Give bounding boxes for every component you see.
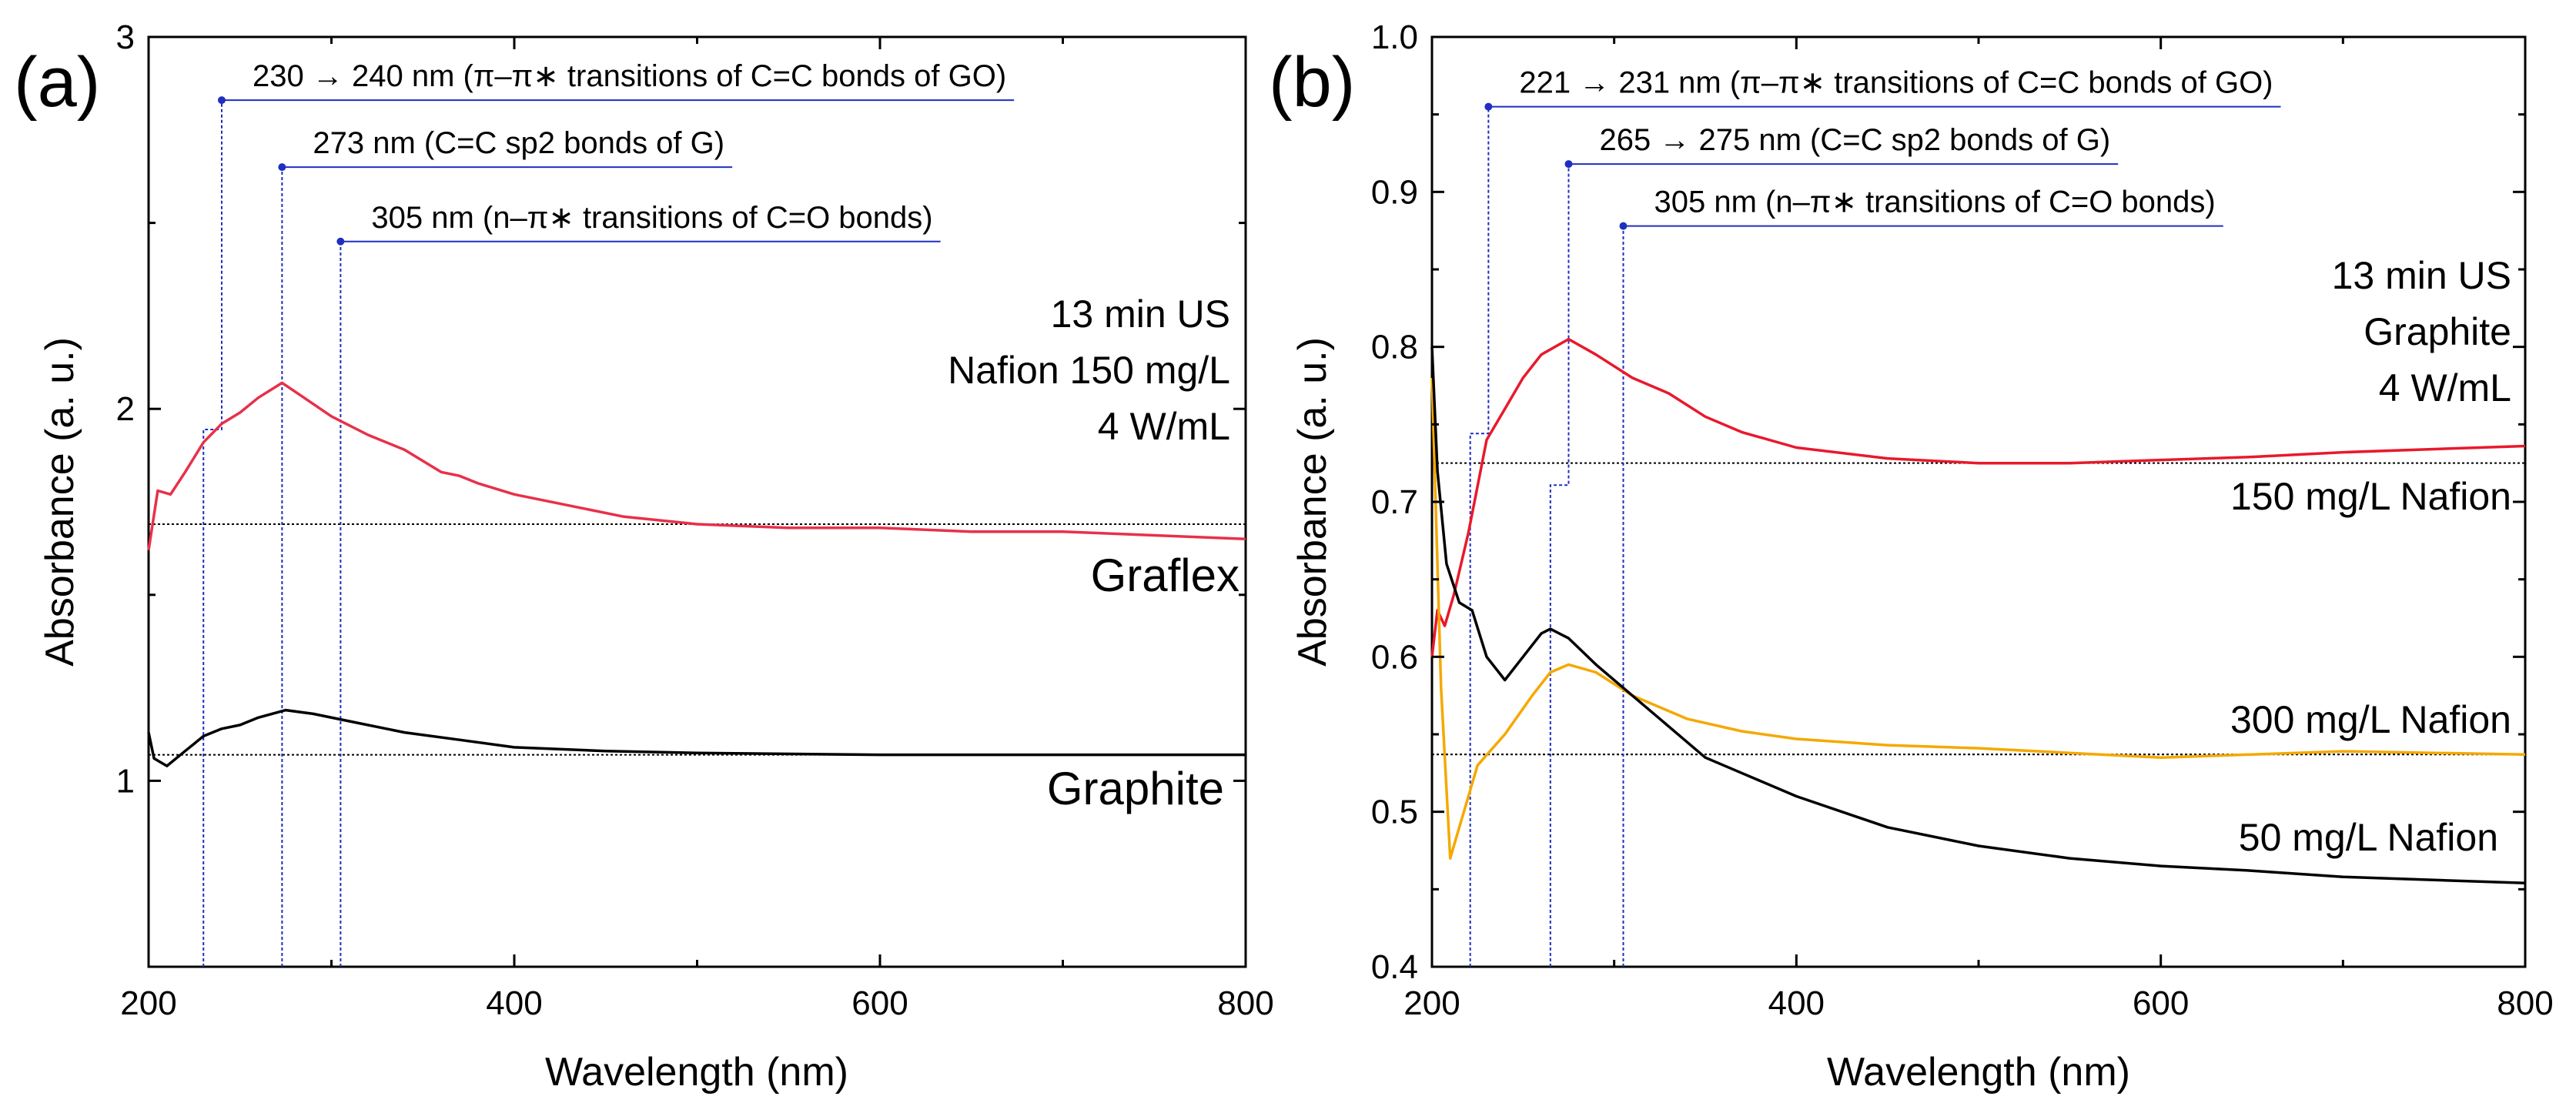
a-series-line-1 <box>147 708 1246 767</box>
b-annotation-dropline-0 <box>1469 106 1490 967</box>
panel-a-series-label-graflex: Graflex <box>1091 550 1239 601</box>
panel-b-chart: 221 → 231 nm (π–π∗ transitions of C=C bo… <box>1269 18 2554 1095</box>
panel-b-series-label-50: 50 mg/L Nafion <box>2239 816 2498 859</box>
panel-b-series-label-300: 300 mg/L Nafion <box>2230 698 2511 741</box>
panel-b-annotations: 221 → 231 nm (π–π∗ transitions of C=C bo… <box>1469 66 2281 967</box>
panel-b-xlabel: Wavelength (nm) <box>1827 1050 2130 1095</box>
b-annotation-label-1: 265 → 275 nm (C=C sp2 bonds of G) <box>1600 123 2111 157</box>
a-annotation-label-0: 230 → 240 nm (π–π∗ transitions of C=C bo… <box>253 59 1006 93</box>
b-ytick-label-1: 0.5 <box>1371 794 1418 831</box>
b-ytick-label-3: 0.7 <box>1371 483 1418 521</box>
a-annotation-label-1: 273 nm (C=C sp2 bonds of G) <box>313 126 724 160</box>
panel-a-condition-2: Nafion 150 mg/L <box>948 349 1230 392</box>
a-series-line-0 <box>147 381 1246 551</box>
b-annotation-label-0: 221 → 231 nm (π–π∗ transitions of C=C bo… <box>1519 66 2273 100</box>
a-annotation-dropline-0 <box>202 100 222 967</box>
b-series-line-0 <box>1430 337 2526 657</box>
a-annotation-dot-2 <box>336 237 345 246</box>
b-ytick-label-0: 0.4 <box>1371 948 1418 986</box>
b-annotation-dot-1 <box>1564 160 1573 169</box>
panel-b-condition-2: Graphite <box>2364 310 2511 353</box>
panel-b-ylabel: Absorbance (a. u.) <box>1290 337 1335 667</box>
a-annotation-dot-0 <box>218 96 226 105</box>
a-ytick-label-0: 1 <box>116 762 135 800</box>
b-annotation-dropline-1 <box>1549 164 1570 967</box>
b-ytick-label-5: 0.9 <box>1371 173 1418 211</box>
panel-a-ylabel: Absorbance (a. u.) <box>38 337 82 667</box>
a-xtick-label-1: 400 <box>486 984 542 1022</box>
b-annotation-dot-2 <box>1619 222 1628 230</box>
b-ytick-label-4: 0.8 <box>1371 329 1418 366</box>
b-xtick-label-3: 800 <box>2497 984 2553 1022</box>
b-xtick-label-0: 200 <box>1403 984 1460 1022</box>
a-xtick-label-0: 200 <box>120 984 176 1022</box>
panel-a-xlabel: Wavelength (nm) <box>545 1050 848 1095</box>
a-annotation-label-2: 305 nm (n–π∗ transitions of C=O bonds) <box>371 201 932 235</box>
panel-b-series-label-150: 150 mg/L Nafion <box>2230 475 2511 518</box>
panel-b-label: (b) <box>1269 43 1355 122</box>
a-ytick-label-1: 2 <box>116 390 135 428</box>
b-ytick-label-2: 0.6 <box>1371 638 1418 676</box>
panel-a-annotations: 230 → 240 nm (π–π∗ transitions of C=C bo… <box>202 59 1015 967</box>
panel-b-ticks: 200 400 600 800 0.4 0.5 0.6 0.7 0.8 0.9 1.0 <box>1371 18 2554 1022</box>
panel-a-series <box>147 381 1246 767</box>
panel-a-ticks: 200 400 600 800 1 2 3 <box>116 18 1274 1022</box>
panel-a-series-label-graphite: Graphite <box>1047 763 1224 814</box>
panel-a-plot-frame <box>147 35 1247 968</box>
a-ytick-label-2: 3 <box>116 18 135 56</box>
panel-b-condition-3: 4 W/mL <box>2379 366 2511 409</box>
a-annotation-dot-1 <box>278 163 286 172</box>
panel-a-condition-1: 13 min US <box>1051 292 1230 336</box>
panel-b-condition-1: 13 min US <box>2332 254 2511 297</box>
b-xtick-label-2: 600 <box>2133 984 2189 1022</box>
b-annotation-dot-0 <box>1484 102 1493 111</box>
a-xtick-label-3: 800 <box>1217 984 1273 1022</box>
b-annotation-label-2: 305 nm (n–π∗ transitions of C=O bonds) <box>1654 186 2216 219</box>
panel-a-label: (a) <box>14 43 100 122</box>
b-series-line-2 <box>1430 346 2526 885</box>
b-ytick-label-6: 1.0 <box>1371 18 1418 56</box>
b-series-line-1 <box>1430 377 2526 860</box>
panel-a-chart: 230 → 240 nm (π–π∗ transitions of C=C bo… <box>14 18 1274 1095</box>
panel-a-condition-3: 4 W/mL <box>1098 405 1230 448</box>
panel-b-series <box>1430 337 2526 885</box>
a-xtick-label-2: 600 <box>851 984 908 1022</box>
b-xtick-label-1: 400 <box>1768 984 1825 1022</box>
panel-a-baselines <box>149 523 1246 756</box>
